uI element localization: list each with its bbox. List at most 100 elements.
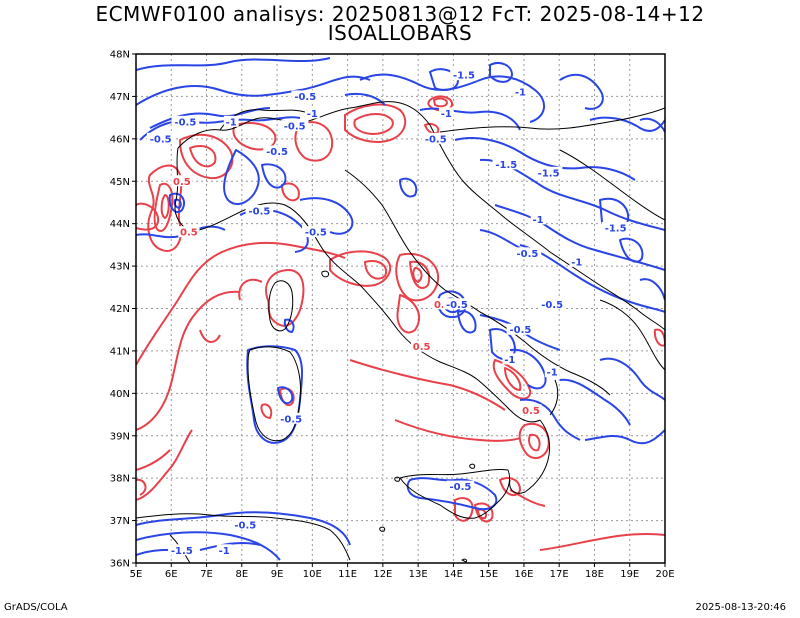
neg-contour bbox=[639, 117, 665, 133]
lon-tick-label: 8E bbox=[235, 569, 248, 580]
contour-label-bg bbox=[277, 412, 305, 424]
contour-label-bg bbox=[178, 226, 200, 238]
lat-tick-label: 43N bbox=[110, 262, 130, 273]
contour-label-bg bbox=[245, 204, 274, 216]
neg-contour bbox=[399, 177, 418, 198]
contour-label: -1 bbox=[441, 109, 452, 120]
lat-tick-label: 47N bbox=[110, 92, 130, 103]
contour-label-bg bbox=[171, 115, 200, 127]
contour-label-bg bbox=[231, 518, 260, 530]
pos-contour bbox=[294, 121, 334, 162]
contour-label: 0.5 bbox=[173, 177, 191, 188]
italy-toe bbox=[509, 419, 551, 494]
egadi bbox=[394, 476, 401, 482]
contour-label-bg bbox=[421, 132, 450, 144]
contour-label: -0.5 bbox=[509, 325, 531, 336]
map-frame bbox=[135, 53, 666, 564]
pos-contour bbox=[504, 367, 522, 391]
sardinia bbox=[247, 346, 301, 442]
pos-contour bbox=[136, 241, 346, 366]
lat-tick-label: 42N bbox=[110, 304, 130, 315]
pos-contour bbox=[528, 433, 541, 452]
contour-label: -0.5 bbox=[446, 300, 468, 311]
contour-label-bg bbox=[538, 298, 566, 310]
pos-contour bbox=[160, 194, 170, 219]
pos-contour bbox=[353, 113, 394, 135]
pos-contour bbox=[329, 250, 392, 287]
contour-label: -0.5 bbox=[450, 482, 472, 493]
pos-contour bbox=[238, 278, 263, 301]
pos-contour bbox=[409, 260, 430, 290]
contour-label-bg bbox=[280, 120, 309, 132]
neg-contour bbox=[559, 378, 631, 426]
contour-label: -1 bbox=[515, 88, 526, 99]
pos-contour bbox=[265, 269, 305, 327]
contour-label-bg bbox=[506, 323, 535, 335]
pos-contour bbox=[189, 144, 217, 168]
contour-label: -1 bbox=[571, 257, 582, 268]
neg-contour bbox=[479, 229, 521, 249]
pos-contour bbox=[364, 260, 388, 280]
lon-tick-label: 20E bbox=[655, 569, 674, 580]
balkan-coast bbox=[429, 124, 665, 331]
contour-label-bg bbox=[513, 247, 542, 259]
contour-label: -0.5 bbox=[517, 249, 539, 260]
italy-east-coast bbox=[344, 169, 611, 396]
contour-label-bg bbox=[263, 145, 291, 157]
italy-west-coast bbox=[239, 202, 541, 423]
lat-tick-label: 36N bbox=[110, 559, 130, 570]
contour-label: -1 bbox=[219, 546, 230, 557]
neg-contour bbox=[519, 398, 581, 441]
neg-contour bbox=[136, 57, 331, 71]
pos-contour bbox=[136, 202, 160, 231]
lat-tick-label: 45N bbox=[110, 177, 130, 188]
lon-tick-label: 5E bbox=[130, 569, 143, 580]
contour-label-bg bbox=[534, 166, 563, 178]
lon-tick-label: 6E bbox=[165, 569, 178, 580]
contour-label-bg bbox=[502, 353, 518, 365]
contour-label: -0.5 bbox=[294, 92, 316, 103]
lon-tick-label: 10E bbox=[303, 569, 322, 580]
contour-label-bg bbox=[446, 480, 475, 492]
contour-label: -0.5 bbox=[234, 520, 256, 531]
neg-contour bbox=[599, 357, 665, 401]
lat-tick-label: 37N bbox=[110, 516, 130, 527]
contour-label: 0.5 bbox=[180, 228, 198, 239]
malta bbox=[461, 558, 468, 563]
pos-contour bbox=[653, 328, 665, 347]
contour-label: -1.5 bbox=[495, 160, 517, 171]
france-border bbox=[174, 147, 191, 233]
lon-tick-label: 18E bbox=[585, 569, 604, 580]
contour-labels: -0.5 -0.5 -1 -0.5 -0.5 -1 -0.5 0.5 -0.5 -0.5 0.5 -0… bbox=[146, 69, 630, 557]
contour-label-bg bbox=[530, 213, 546, 225]
pos-contour bbox=[518, 422, 550, 459]
pos-contour bbox=[394, 419, 521, 442]
neg-contour bbox=[344, 92, 386, 106]
contour-label-bg bbox=[513, 86, 528, 98]
lat-tick-label: 38N bbox=[110, 474, 130, 485]
contour-label: -1 bbox=[532, 215, 543, 226]
contour-label-bg bbox=[492, 158, 521, 170]
neg-contour bbox=[168, 192, 186, 214]
lon-tick-label: 7E bbox=[200, 569, 213, 580]
neg-contour bbox=[489, 62, 513, 83]
lon-tick-label: 15E bbox=[479, 569, 498, 580]
contour-label: -0.5 bbox=[174, 117, 196, 128]
corsica bbox=[268, 280, 294, 332]
contour-label-bg bbox=[146, 132, 175, 144]
lat-tick-label: 46N bbox=[110, 134, 130, 145]
neg-contour bbox=[619, 237, 644, 263]
neg-contour bbox=[299, 197, 354, 235]
pos-contour bbox=[539, 533, 665, 551]
contour-label-bg bbox=[223, 115, 239, 127]
contour-label-bg bbox=[171, 175, 193, 187]
contour-label-bg bbox=[520, 404, 542, 416]
contour-label-bg bbox=[438, 107, 454, 119]
contour-label: -0.5 bbox=[425, 134, 447, 145]
footer-timestamp: 2025-08-13-20:46 bbox=[695, 602, 786, 613]
contour-label-bg bbox=[304, 107, 320, 119]
lat-tick-label: 39N bbox=[110, 431, 130, 442]
balkan-border bbox=[439, 107, 665, 133]
contour-label-bg bbox=[291, 90, 320, 102]
pos-contour bbox=[396, 294, 420, 334]
